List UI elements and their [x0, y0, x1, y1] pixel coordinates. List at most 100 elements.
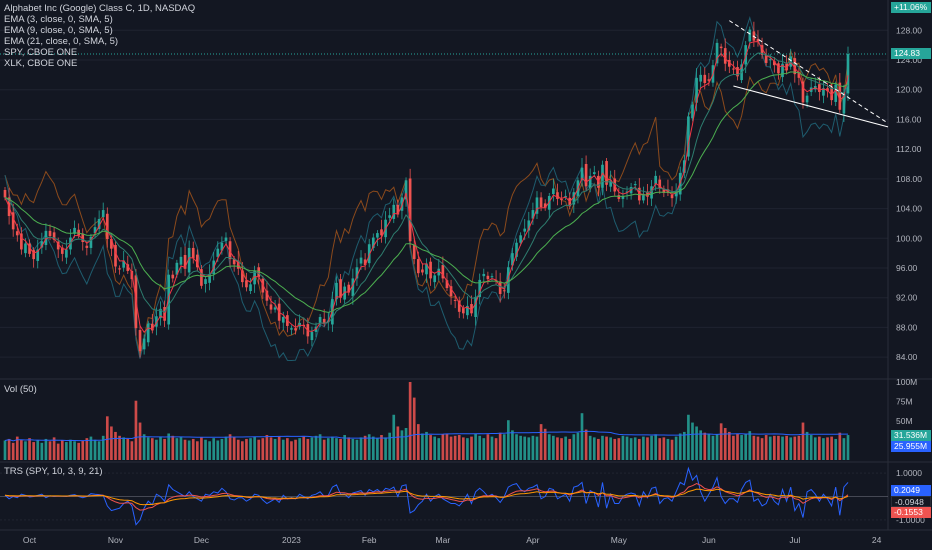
volume-bar — [740, 435, 743, 460]
candle-body — [81, 233, 85, 242]
volume-bar — [515, 434, 518, 460]
legend-symbol[interactable]: Alphabet Inc (Google) Class C, 1D, NASDA… — [4, 3, 196, 14]
volume-bar — [134, 400, 138, 460]
volume-bar — [707, 434, 711, 460]
candle-body — [52, 232, 56, 240]
candle-body — [670, 194, 674, 199]
volume-bar — [781, 436, 784, 460]
candle-body — [441, 265, 445, 279]
volume-tag: 31.536M — [891, 430, 931, 441]
volume-bar — [421, 433, 424, 460]
price-tick-label: 128.00 — [896, 25, 922, 35]
volume-bar — [511, 430, 514, 460]
volume-bar — [257, 439, 261, 460]
candle-body — [462, 308, 465, 314]
volume-bar — [818, 436, 821, 460]
volume-bar — [813, 437, 817, 460]
volume-bar — [28, 438, 31, 460]
volume-bar — [646, 437, 649, 460]
candle-body — [126, 264, 130, 271]
volume-bar — [826, 437, 829, 460]
candle-body — [449, 286, 453, 297]
volume-bar — [592, 437, 596, 460]
candle-body — [719, 46, 723, 49]
candle-body — [216, 248, 220, 257]
volume-bar — [228, 434, 232, 460]
volume-bar — [412, 397, 416, 460]
volume-bar — [20, 439, 23, 460]
price-tick-label: 112.00 — [896, 144, 922, 154]
price-tick-label: 96.00 — [896, 263, 918, 273]
volume-bar — [470, 436, 473, 460]
volume-bar — [163, 438, 166, 460]
legend-ema3[interactable]: EMA (3, close, 0, SMA, 5) — [4, 14, 113, 25]
volume-bar — [310, 437, 314, 460]
volume-bar — [351, 438, 355, 460]
volume-bar — [732, 435, 735, 460]
candle-body — [322, 318, 326, 324]
candle-body — [773, 61, 776, 66]
candle-body — [732, 68, 735, 70]
volume-label[interactable]: Vol (50) — [4, 384, 37, 395]
volume-bar — [429, 435, 432, 460]
candle-body — [556, 192, 559, 199]
candle-body — [662, 188, 666, 193]
time-tick-label: Feb — [362, 535, 377, 545]
volume-bar — [752, 435, 756, 460]
legend-xlk[interactable]: XLK, CBOE ONE — [4, 58, 78, 69]
legend-ema21[interactable]: EMA (21, close, 0, SMA, 5) — [4, 36, 119, 47]
legend-ema9[interactable]: EMA (9, close, 0, SMA, 5) — [4, 25, 113, 36]
candle-body — [73, 227, 76, 234]
volume-bar — [466, 438, 469, 460]
candle-body — [457, 300, 461, 312]
candle-body — [425, 263, 428, 275]
volume-bar — [126, 438, 130, 460]
candle-body — [183, 255, 187, 269]
candle-body — [421, 269, 424, 273]
legend-spy[interactable]: SPY, CBOE ONE — [4, 47, 78, 58]
volume-bar — [371, 436, 375, 460]
trendlines — [0, 20, 889, 128]
trs-label[interactable]: TRS (SPY, 10, 3, 9, 21) — [4, 466, 103, 477]
volume-bar — [564, 436, 567, 460]
candle-body — [85, 245, 89, 248]
volume-bar — [568, 438, 572, 460]
volume-bar — [556, 437, 559, 460]
trs-tick-label: -1.0000 — [896, 515, 925, 525]
candle-body — [674, 190, 678, 197]
volume-bar — [73, 441, 76, 460]
candle-body — [24, 243, 27, 254]
volume-bar — [797, 435, 801, 460]
volume-bar — [93, 439, 97, 460]
candle-body — [703, 74, 707, 84]
candle-body — [453, 299, 457, 301]
candle-body — [363, 259, 367, 266]
candle-body — [392, 204, 396, 219]
candle-body — [433, 275, 437, 283]
volume-bar — [212, 438, 216, 460]
volume-bar — [196, 441, 199, 460]
volume-bar — [453, 435, 457, 460]
trs-tick-label: 1.0000 — [896, 468, 922, 478]
candle-body — [380, 229, 383, 236]
volume-bar — [666, 438, 670, 460]
volume-bar — [519, 435, 522, 460]
volume-bar — [494, 438, 498, 460]
candle-body — [633, 184, 637, 186]
volume-bar — [486, 434, 490, 460]
candle-body — [396, 204, 400, 215]
candle-body — [122, 260, 126, 268]
candle-body — [478, 279, 482, 297]
volume-bar — [764, 435, 768, 460]
candle-body — [65, 249, 68, 258]
candle-body — [515, 242, 518, 257]
volume-bar — [584, 429, 588, 460]
volume-bar — [719, 423, 723, 460]
ema9-line — [4, 52, 849, 325]
volume-bar — [142, 434, 146, 460]
volume-bar — [44, 438, 48, 460]
volume-bar — [842, 438, 846, 460]
volume-bar — [462, 437, 465, 460]
candle-body — [822, 88, 825, 96]
